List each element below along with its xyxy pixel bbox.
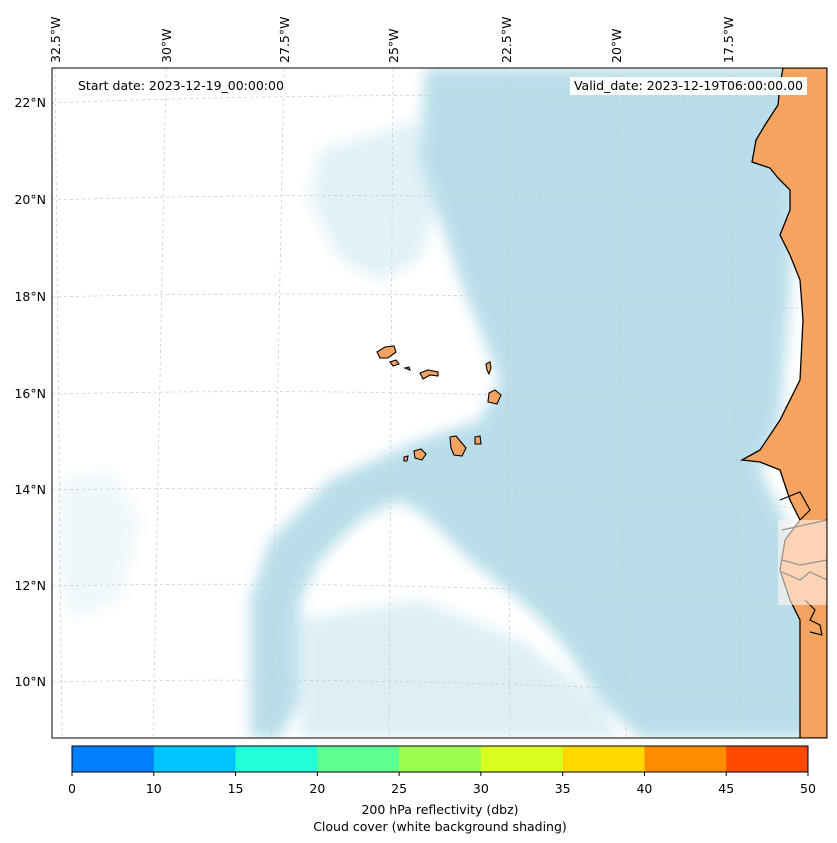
lat-label: 14°N — [14, 482, 46, 497]
island-brava — [403, 455, 409, 462]
lon-label: 30°W — [159, 28, 174, 63]
colorbar-tick-label: 30 — [472, 781, 489, 796]
cloud-cover-shading — [56, 68, 827, 738]
colorbar-tick-label: 10 — [145, 781, 162, 796]
lon-label: 25°W — [386, 28, 401, 63]
island-santiago — [449, 435, 467, 457]
lon-label: 22.5°W — [499, 16, 514, 63]
gambia-guinea-region — [778, 520, 827, 605]
map-area — [52, 68, 827, 738]
colorbar-segment — [153, 746, 237, 772]
colorbar-tick-label: 20 — [309, 781, 326, 796]
valid-date-label: Valid_date: 2023-12-19T06:00:00.00 — [569, 77, 807, 95]
colorbar-segment — [399, 746, 482, 772]
colorbar-tick-label: 50 — [800, 781, 816, 796]
colorbar — [71, 745, 809, 776]
colorbar-tick-label: 15 — [227, 781, 244, 796]
island-santo-antao — [376, 345, 397, 359]
colorbar-tick-label: 35 — [554, 781, 571, 796]
lon-label: 32.5°W — [48, 16, 63, 63]
cloud-main-mass — [250, 68, 827, 738]
island-sal — [485, 361, 492, 376]
map-frame — [51, 67, 828, 739]
island-santa-luzia — [403, 366, 411, 371]
colorbar-segment — [562, 746, 645, 772]
colorbar-tick-label: 45 — [718, 781, 735, 796]
gridlines — [52, 68, 827, 738]
colorbar-segment — [726, 746, 809, 772]
cloud-west-patch — [56, 470, 140, 620]
lat-label: 18°N — [14, 289, 46, 304]
colorbar-segment — [317, 746, 400, 772]
colorbar-tick-label: 0 — [68, 781, 76, 796]
lon-label: 20°W — [609, 28, 624, 63]
colorbar-segment — [235, 746, 318, 772]
cloud-west-band — [310, 120, 440, 280]
lat-label: 16°N — [14, 386, 46, 401]
island-boa-vista — [487, 389, 502, 405]
colorbar-frame — [71, 745, 809, 773]
colorbar-tick-label: 40 — [636, 781, 653, 796]
lat-label: 10°N — [14, 674, 46, 689]
lat-label: 20°N — [14, 192, 46, 207]
lon-label: 17.5°W — [721, 16, 736, 63]
colorbar-tick-label: 25 — [391, 781, 408, 796]
colorbar-sublabel: Cloud cover (white background shading) — [313, 819, 567, 834]
colorbar-segment — [480, 746, 564, 772]
island-sao-nicolau — [419, 369, 439, 380]
start-date-label: Start date: 2023-12-19_00:00:00 — [74, 77, 288, 95]
island-fogo — [413, 448, 427, 461]
lat-label: 22°N — [14, 95, 46, 110]
colorbar-segment — [644, 746, 727, 772]
cape-verde-islands — [376, 345, 502, 462]
colorbar-segment — [72, 746, 155, 772]
island-sao-vicente — [389, 359, 400, 367]
cloud-south-band — [300, 600, 620, 738]
lat-label: 12°N — [14, 578, 46, 593]
colorbar-label: 200 hPa reflectivity (dbz) — [361, 802, 519, 817]
island-maio — [474, 435, 482, 445]
lon-label: 27.5°W — [277, 16, 292, 63]
